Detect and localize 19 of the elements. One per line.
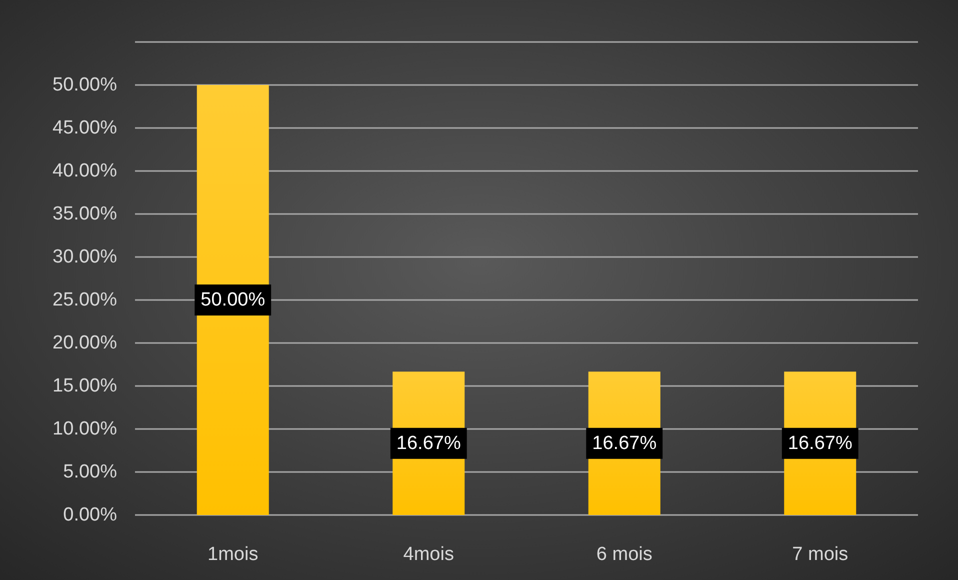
x-tick-label: 6 mois xyxy=(596,544,652,565)
y-tick-label: 45.00% xyxy=(52,118,118,138)
y-tick-label: 40.00% xyxy=(52,160,118,182)
y-tick-label: 35.00% xyxy=(52,204,118,224)
x-tick-label: 7 mois xyxy=(792,544,848,565)
y-tick-label: 30.00% xyxy=(52,246,118,268)
data-label: 50.00% xyxy=(200,290,266,310)
data-label: 16.67% xyxy=(592,432,657,454)
y-tick-label: 0.00% xyxy=(63,504,118,526)
y-tick-label: 5.00% xyxy=(63,462,118,482)
y-tick-label: 15.00% xyxy=(52,376,118,396)
y-tick-label: 20.00% xyxy=(52,332,118,354)
y-tick-label: 25.00% xyxy=(52,290,118,310)
data-label: 16.67% xyxy=(788,432,852,454)
y-tick-label: 10.00% xyxy=(52,418,118,440)
data-label: 16.67% xyxy=(396,432,461,454)
y-tick-label: 50.00% xyxy=(52,74,118,96)
x-tick-label: 4mois xyxy=(403,544,454,565)
x-tick-label: 1mois xyxy=(208,544,258,565)
